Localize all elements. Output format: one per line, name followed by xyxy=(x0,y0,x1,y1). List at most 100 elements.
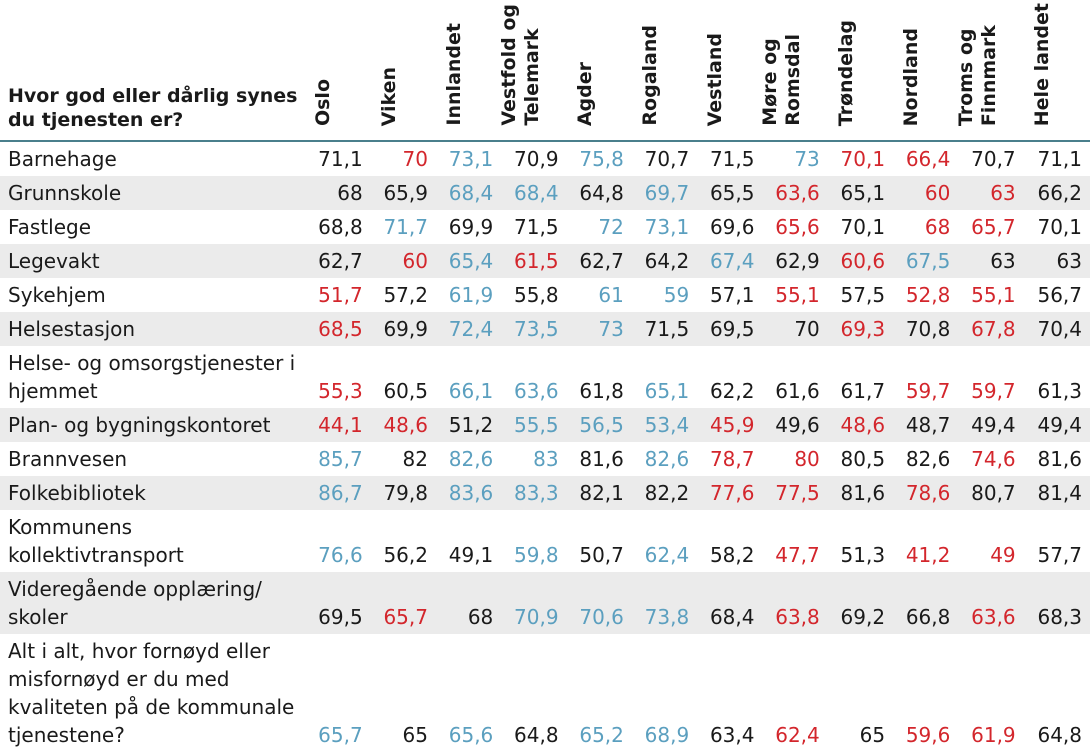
region-label: Trøndelag xyxy=(834,19,857,126)
value-cell: 70,1 xyxy=(840,215,886,239)
value-cell: 70,9 xyxy=(514,605,559,629)
value-cell: 58,2 xyxy=(709,543,755,567)
value-cell: 56,2 xyxy=(383,543,428,567)
value-cell: 77,6 xyxy=(709,481,755,505)
region-header: Viken xyxy=(371,0,437,142)
value-cell: 69,5 xyxy=(709,317,755,341)
value-cell: 65,2 xyxy=(579,723,624,747)
value-cell: 49,4 xyxy=(971,413,1016,437)
region-header: Innlandet xyxy=(436,0,503,142)
value-cell: 72,4 xyxy=(448,317,494,341)
value-cell: 71,1 xyxy=(1037,147,1082,171)
region-label: Rogaland xyxy=(638,25,661,126)
value-cell: 67,5 xyxy=(905,249,951,273)
table-row: Fastlege 68,8 71,7 69,9 71,5 72 73,1 69,6 65,6 70… xyxy=(0,210,1090,244)
row-label: Legevakt xyxy=(8,249,100,273)
value-cell: 60,5 xyxy=(383,379,428,403)
value-cell: 82,6 xyxy=(644,447,690,471)
value-cell: 61 xyxy=(598,283,624,307)
value-cell: 62,7 xyxy=(579,249,624,273)
value-cell: 68,4 xyxy=(448,181,494,205)
value-cell: 60,6 xyxy=(840,249,886,273)
value-cell: 45,9 xyxy=(709,413,755,437)
value-cell: 62,7 xyxy=(318,249,363,273)
value-cell: 65,7 xyxy=(383,605,428,629)
value-cell: 68 xyxy=(924,215,951,239)
region-label: Troms og Finnmark xyxy=(955,24,1001,126)
table-row: Barnehage 71,1 70 73,1 70,9 75,8 70,7 71,5 73 70,… xyxy=(0,141,1090,176)
value-cell: 85,7 xyxy=(318,447,363,471)
value-cell: 49,4 xyxy=(1037,413,1082,437)
value-cell: 81,6 xyxy=(1037,447,1082,471)
value-cell: 62,9 xyxy=(775,249,820,273)
row-label: Alt i alt, hvor fornøyd eller misfornøyd… xyxy=(8,639,295,747)
value-cell: 48,6 xyxy=(840,413,886,437)
value-cell: 83 xyxy=(533,447,559,471)
value-cell: 51,2 xyxy=(448,413,494,437)
value-cell: 70,9 xyxy=(514,147,559,171)
value-cell: 70,4 xyxy=(1037,317,1082,341)
table-row: Legevakt 62,7 60 65,4 61,5 62,7 64,2 67,4 62,9 60… xyxy=(0,244,1090,278)
table-row: Helsestasjon 68,5 69,9 72,4 73,5 73 71,5 69,5 70… xyxy=(0,312,1090,346)
value-cell: 68,3 xyxy=(1037,605,1082,629)
value-cell: 73,8 xyxy=(644,605,690,629)
value-cell: 78,6 xyxy=(905,481,951,505)
value-cell: 59,7 xyxy=(971,379,1016,403)
value-cell: 83,6 xyxy=(448,481,494,505)
row-label: Plan- og bygningskontoret xyxy=(8,413,271,437)
table-row: Videregående opplæring/ skoler 69,5 65,7 68… xyxy=(0,572,1090,634)
value-cell: 55,5 xyxy=(514,413,559,437)
value-cell: 73,5 xyxy=(514,317,559,341)
value-cell: 57,5 xyxy=(840,283,886,307)
table-row: Grunnskole 68 65,9 68,4 68,4 64,8 69,7 65,5 63,6… xyxy=(0,176,1090,210)
value-cell: 68 xyxy=(337,181,363,205)
value-cell: 67,8 xyxy=(971,317,1016,341)
value-cell: 70,6 xyxy=(579,605,624,629)
value-cell: 63 xyxy=(1056,249,1082,273)
region-label: Innlandet xyxy=(442,23,465,126)
value-cell: 71,1 xyxy=(318,147,363,171)
value-cell: 68,4 xyxy=(709,605,755,629)
value-cell: 70 xyxy=(402,147,428,171)
value-cell: 82,6 xyxy=(905,447,951,471)
value-cell: 73 xyxy=(794,147,820,171)
value-cell: 49,6 xyxy=(775,413,820,437)
value-cell: 60 xyxy=(402,249,428,273)
value-cell: 48,6 xyxy=(383,413,428,437)
value-cell: 65,7 xyxy=(971,215,1016,239)
value-cell: 68,4 xyxy=(514,181,559,205)
value-cell: 48,7 xyxy=(905,413,951,437)
value-cell: 52,8 xyxy=(905,283,951,307)
value-cell: 70,7 xyxy=(971,147,1016,171)
value-cell: 68 xyxy=(467,605,494,629)
region-header: Nordland xyxy=(894,0,960,142)
row-label: Kommunens kollektivtransport xyxy=(8,515,184,567)
value-cell: 80,5 xyxy=(840,447,886,471)
value-cell: 71,5 xyxy=(644,317,690,341)
value-cell: 49 xyxy=(990,543,1016,567)
value-cell: 59,6 xyxy=(905,723,951,747)
table-row: Folkebibliotek 86,7 79,8 83,6 83,3 82,1 82,2 77… xyxy=(0,476,1090,510)
value-cell: 81,6 xyxy=(840,481,886,505)
value-cell: 61,3 xyxy=(1037,379,1082,403)
value-cell: 81,4 xyxy=(1037,481,1082,505)
value-cell: 66,2 xyxy=(1037,181,1082,205)
value-cell: 51,3 xyxy=(840,543,886,567)
value-cell: 67,4 xyxy=(709,249,755,273)
value-cell: 77,5 xyxy=(775,481,820,505)
region-label: Oslo xyxy=(312,78,335,126)
value-cell: 69,5 xyxy=(318,605,363,629)
region-header: Rogaland xyxy=(632,0,699,142)
value-cell: 59,7 xyxy=(905,379,951,403)
value-cell: 57,1 xyxy=(709,283,755,307)
value-cell: 63 xyxy=(990,249,1016,273)
value-cell: 65,9 xyxy=(383,181,428,205)
value-cell: 57,7 xyxy=(1037,543,1082,567)
value-cell: 65,1 xyxy=(840,181,886,205)
region-label: Møre og Romsdal xyxy=(759,34,805,126)
region-header: Trøndelag xyxy=(828,0,895,142)
value-cell: 63,6 xyxy=(775,181,820,205)
value-cell: 79,8 xyxy=(383,481,428,505)
value-cell: 66,4 xyxy=(905,147,951,171)
